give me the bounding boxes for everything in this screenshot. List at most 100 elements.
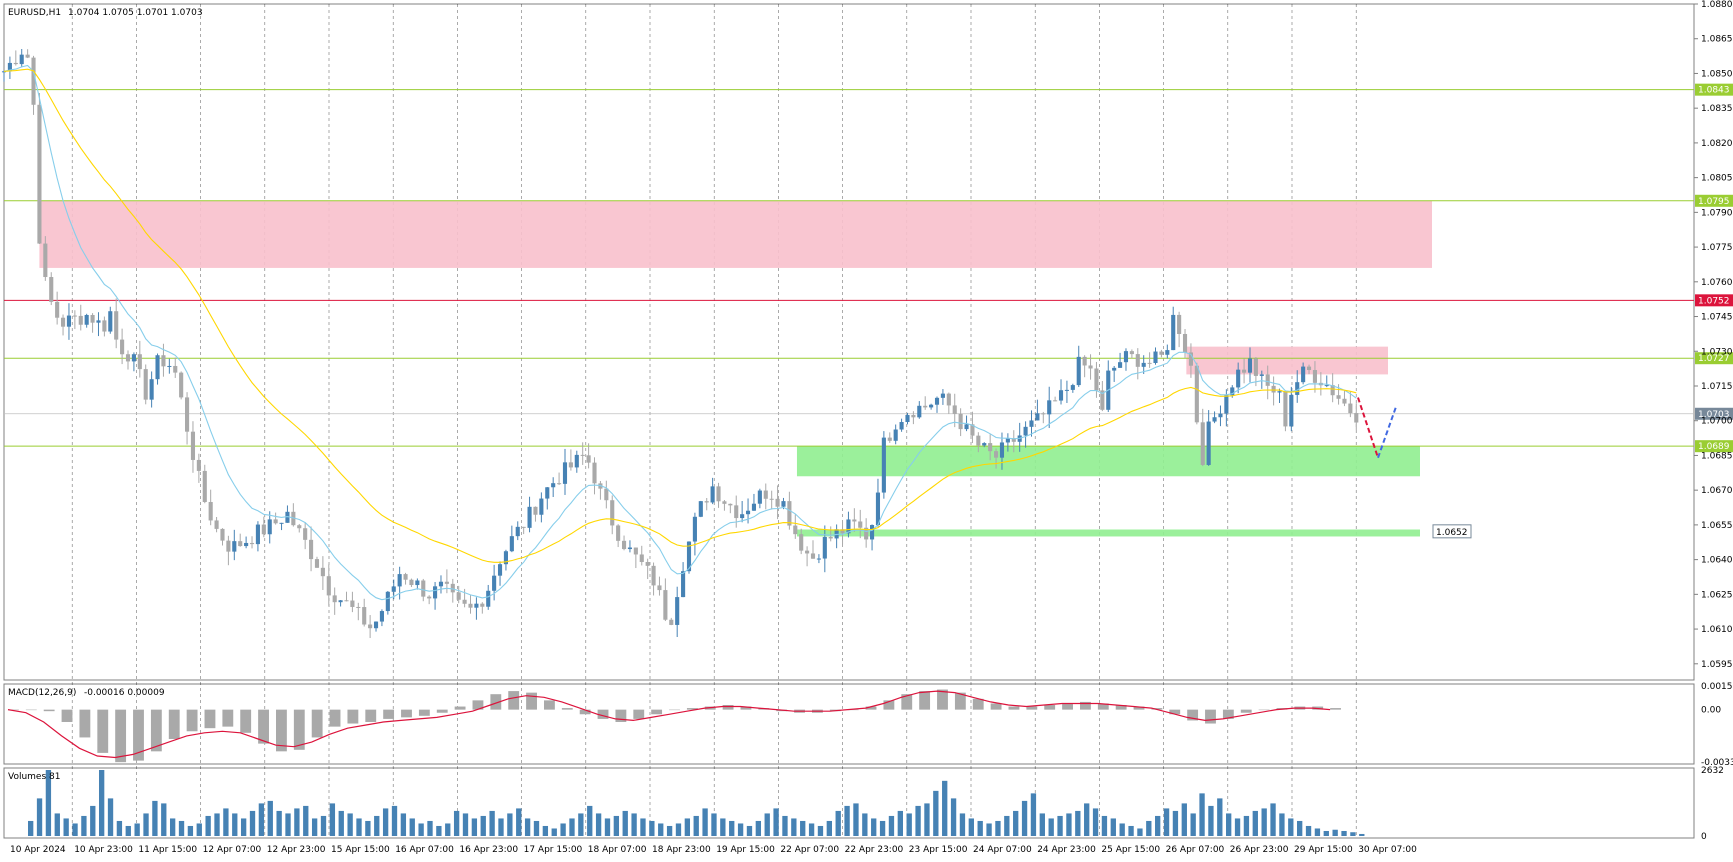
x-tick-label: 26 Apr 23:00 [1230, 845, 1289, 855]
candle-body [90, 314, 95, 323]
candle-body [249, 542, 255, 545]
candle-body [338, 600, 343, 603]
candle-body [31, 57, 36, 105]
candle-body [379, 611, 384, 622]
candle-body [320, 567, 325, 577]
macd-bar [383, 709, 395, 719]
y-tick-label: 1.0805 [1701, 174, 1733, 184]
moving-average-line [3, 68, 1357, 563]
macd-bar [901, 694, 913, 710]
candle-body [1082, 356, 1087, 366]
volume-bar [897, 810, 903, 836]
candle-body [1094, 368, 1099, 391]
candle-body [976, 435, 981, 446]
candle-body [190, 431, 196, 460]
moving-average-line [3, 64, 1357, 601]
volume-bar [782, 815, 788, 836]
volume-bar [1110, 818, 1116, 836]
candle-body [899, 422, 904, 430]
x-tick-label: 19 Apr 15:00 [716, 845, 775, 855]
candle-body [468, 603, 473, 608]
candle-body [999, 442, 1005, 458]
x-tick-label: 15 Apr 15:00 [331, 845, 390, 855]
volume-bar [853, 803, 859, 836]
volume-bar [1030, 793, 1037, 836]
x-tick-label: 10 Apr 23:00 [74, 845, 133, 855]
candle-body [681, 571, 686, 598]
candle-body [486, 590, 491, 607]
volume-title: Volumes [8, 772, 46, 782]
macd-bar [25, 709, 37, 711]
volume-bar [161, 803, 167, 836]
candle-body [645, 562, 650, 566]
macd-tick-label: 0.00 [1701, 706, 1721, 716]
candle-body [78, 315, 83, 325]
volume-bar [98, 770, 105, 836]
candle-body [131, 354, 136, 362]
candle-body [793, 525, 798, 535]
candle-body [580, 454, 585, 456]
volume-bar [560, 823, 566, 836]
volume-bar [214, 813, 220, 836]
volume-bar [63, 818, 69, 836]
candle-body [1041, 413, 1046, 415]
candle-body [1324, 385, 1329, 387]
candle-body [13, 62, 18, 65]
candle-body [610, 500, 615, 526]
candle-body [108, 311, 113, 332]
volume-bar [382, 808, 389, 836]
volume-bar [1004, 815, 1010, 836]
candle-body [952, 405, 957, 414]
candle-body [562, 462, 568, 484]
macd-bar [597, 709, 609, 719]
volume-bar [613, 815, 620, 836]
candle-body [639, 554, 644, 563]
candle-body [137, 354, 142, 370]
macd-bar [311, 709, 323, 738]
candle-body [1242, 369, 1247, 373]
candle-body [185, 397, 190, 432]
volume-bar [773, 808, 779, 836]
candle-body [1330, 385, 1335, 396]
candle-body [480, 603, 485, 607]
zones-layer [39, 200, 1432, 537]
candle-body [279, 522, 284, 524]
macd-bar [1044, 705, 1056, 710]
volume-bar [1039, 813, 1045, 836]
candle-body [946, 393, 951, 406]
candle-body [675, 597, 680, 625]
candle-body [657, 585, 662, 591]
y-tick-label: 1.0790 [1701, 208, 1733, 218]
volume-bar [1163, 808, 1170, 836]
volume-bar [1359, 833, 1365, 836]
macd-tick-label: -0.00339 [1701, 758, 1733, 768]
candle-body [362, 607, 367, 625]
volume-bar [915, 805, 921, 836]
candle-body [60, 317, 66, 327]
volume-bar [516, 808, 522, 836]
candle-body [816, 558, 821, 560]
volume-bar [294, 808, 300, 836]
macd-bar [276, 709, 287, 752]
macd-bar [97, 709, 109, 753]
volume-bar [28, 820, 34, 836]
price-panel[interactable] [3, 3, 1695, 681]
x-tick-label: 22 Apr 23:00 [845, 845, 904, 855]
macd-panel[interactable] [3, 683, 1695, 765]
candle-body [1100, 390, 1105, 410]
macd-bar [186, 709, 198, 732]
macd-bar [1169, 709, 1181, 715]
macd-bar [740, 706, 752, 710]
y-tick-label: 1.0685 [1701, 451, 1733, 461]
candle-body [905, 415, 910, 423]
volume-bar [187, 825, 194, 836]
volume-bar [1075, 810, 1081, 836]
current-price-tag [1695, 407, 1733, 420]
volume-bar [143, 813, 149, 836]
volume-bar [587, 805, 593, 836]
candle-body [273, 519, 278, 524]
volume-bar [178, 820, 185, 836]
candle-body [84, 314, 89, 325]
volume-bar [1101, 815, 1108, 836]
